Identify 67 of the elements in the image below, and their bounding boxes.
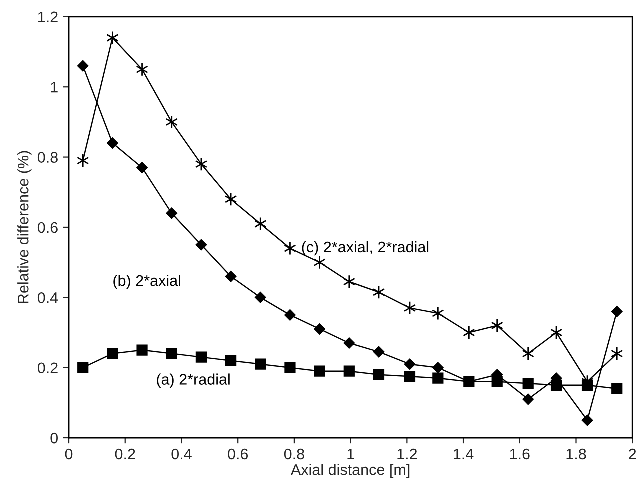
- point: [284, 362, 296, 374]
- point: [611, 346, 624, 361]
- point: [432, 372, 444, 384]
- x-tick-label: 1.4: [454, 449, 474, 460]
- x-tick-label: 0: [65, 448, 73, 460]
- point: [373, 346, 385, 358]
- point: [314, 324, 326, 335]
- point: [136, 62, 148, 77]
- series-label: (c) 2*axial, 2*radial: [302, 241, 429, 256]
- point: [612, 383, 623, 394]
- point: [582, 414, 594, 426]
- x-tick-label: 0.8: [284, 448, 304, 460]
- point: [225, 271, 237, 282]
- point: [166, 208, 178, 220]
- point: [404, 358, 416, 370]
- point: [314, 256, 326, 270]
- y-tick-label: 0.6: [38, 222, 58, 234]
- point: [78, 362, 89, 374]
- x-tick-label: 0.6: [228, 448, 248, 460]
- x-tick-label: 1: [348, 449, 354, 460]
- point: [166, 115, 178, 130]
- point: [522, 394, 534, 406]
- y-tick-label: 0.4: [38, 292, 58, 304]
- x-axis-title: Axial distance [m]: [290, 464, 410, 478]
- x-tick-label: 0.2: [115, 448, 136, 460]
- y-tick-label: 0.8: [38, 152, 58, 163]
- y-axis-title: Relative difference (%): [18, 151, 32, 304]
- point: [106, 31, 119, 45]
- point: [463, 326, 476, 340]
- point: [166, 348, 178, 360]
- point: [612, 306, 623, 318]
- point: [432, 306, 444, 320]
- point: [107, 138, 118, 149]
- y-tick-label: 0.2: [38, 362, 58, 374]
- point: [314, 366, 326, 377]
- x-tick-label: 0.4: [172, 448, 192, 460]
- point: [255, 358, 266, 370]
- point: [344, 366, 355, 377]
- x-tick-label: 1.8: [566, 448, 586, 460]
- point: [373, 369, 385, 380]
- point: [522, 378, 534, 390]
- point: [107, 348, 118, 360]
- series-label: (a) 2*radial: [157, 374, 230, 388]
- point: [254, 217, 267, 231]
- text: (b) 2*axial: [114, 275, 180, 290]
- point: [225, 355, 237, 366]
- point: [196, 352, 208, 363]
- point: [404, 371, 416, 382]
- point: [284, 242, 296, 256]
- point: [344, 338, 356, 349]
- point: [432, 362, 444, 374]
- x-tick-label: 2: [629, 448, 636, 460]
- point: [196, 239, 208, 251]
- point: [136, 162, 148, 174]
- point: [284, 310, 296, 321]
- y-tick-label: 0: [50, 432, 58, 444]
- x-tick-label: 1.6: [510, 448, 530, 460]
- y-tick-label: 1.2: [38, 12, 58, 22]
- point: [491, 318, 504, 333]
- point: [77, 60, 89, 72]
- point: [136, 344, 148, 356]
- point: [343, 274, 356, 289]
- point: [522, 346, 534, 361]
- point: [255, 292, 266, 304]
- y-tick-label: 1: [51, 82, 58, 93]
- x-tick-label: 1.2: [398, 448, 418, 460]
- point: [76, 154, 90, 168]
